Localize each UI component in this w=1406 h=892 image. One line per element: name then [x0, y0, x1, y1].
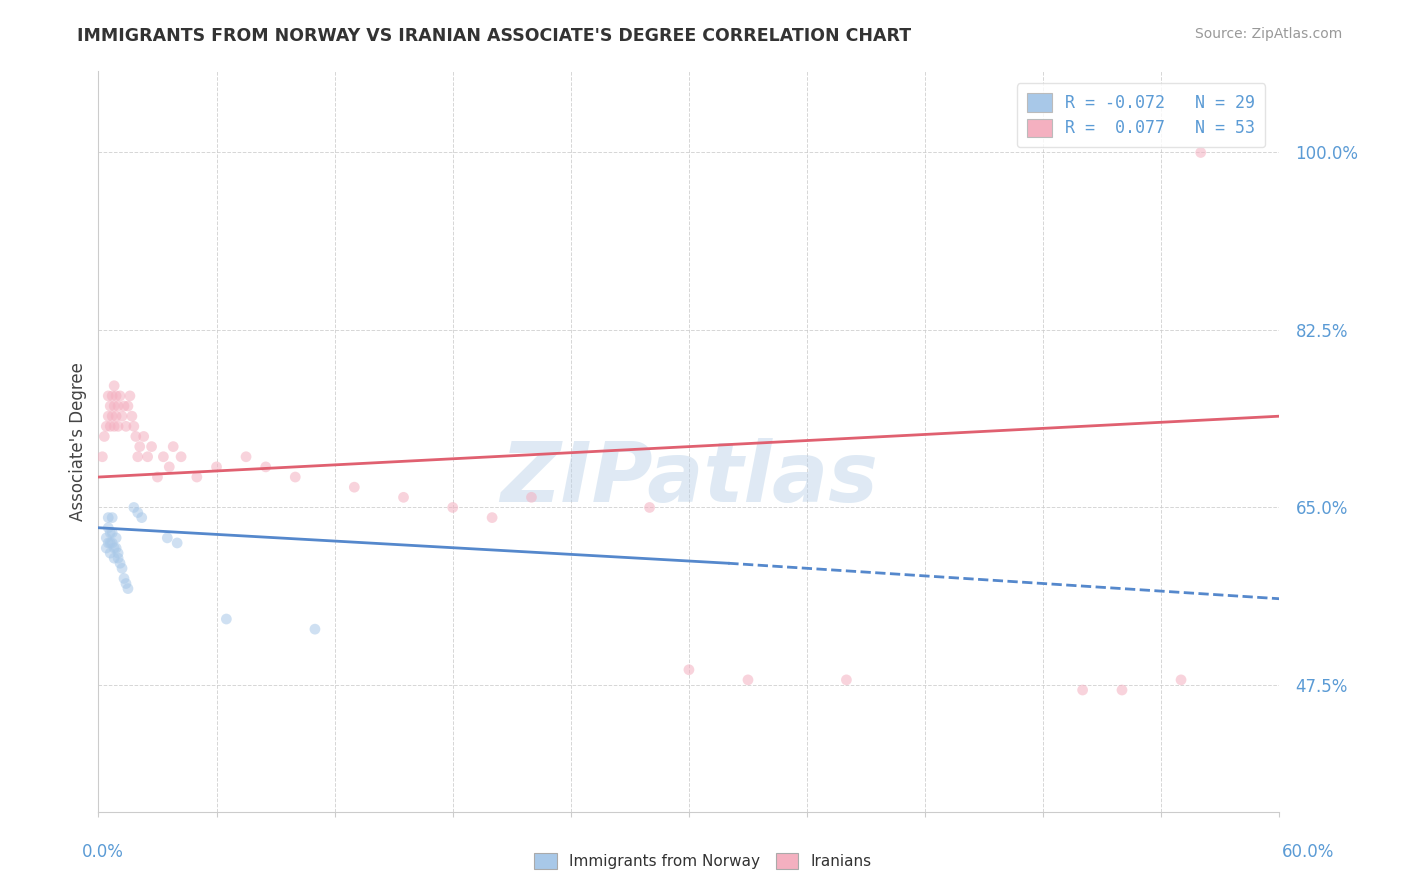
- Point: [105, 541, 128, 555]
- Point: [107, 551, 129, 566]
- Point: [1071, 683, 1094, 698]
- Y-axis label: Associate's Degree: Associate's Degree: [69, 362, 87, 521]
- Point: [136, 450, 159, 464]
- Point: [127, 450, 149, 464]
- Legend: Immigrants from Norway, Iranians: Immigrants from Norway, Iranians: [529, 847, 877, 875]
- Point: [157, 459, 180, 474]
- Point: [520, 491, 543, 505]
- Point: [93, 429, 115, 443]
- Point: [105, 531, 128, 545]
- Point: [103, 419, 125, 434]
- Point: [737, 673, 759, 687]
- Point: [186, 470, 208, 484]
- Point: [101, 525, 124, 540]
- Point: [115, 419, 138, 434]
- Point: [96, 419, 118, 434]
- Point: [96, 531, 118, 545]
- Point: [481, 510, 503, 524]
- Point: [205, 459, 228, 474]
- Point: [1189, 145, 1212, 160]
- Point: [101, 389, 124, 403]
- Point: [131, 510, 153, 524]
- Point: [98, 536, 121, 550]
- Point: [638, 500, 661, 515]
- Point: [835, 673, 858, 687]
- Point: [108, 389, 131, 403]
- Point: [97, 536, 120, 550]
- Point: [166, 536, 188, 550]
- Point: [107, 399, 129, 413]
- Point: [111, 409, 134, 424]
- Point: [108, 556, 131, 570]
- Point: [103, 399, 125, 413]
- Point: [284, 470, 307, 484]
- Point: [127, 506, 149, 520]
- Point: [132, 429, 155, 443]
- Point: [96, 541, 118, 555]
- Point: [107, 419, 129, 434]
- Point: [117, 399, 139, 413]
- Point: [103, 378, 125, 392]
- Point: [112, 571, 135, 585]
- Point: [111, 561, 134, 575]
- Point: [254, 459, 277, 474]
- Point: [121, 409, 143, 424]
- Text: IMMIGRANTS FROM NORWAY VS IRANIAN ASSOCIATE'S DEGREE CORRELATION CHART: IMMIGRANTS FROM NORWAY VS IRANIAN ASSOCI…: [77, 27, 911, 45]
- Point: [91, 450, 114, 464]
- Point: [125, 429, 148, 443]
- Point: [103, 551, 125, 566]
- Point: [122, 500, 145, 515]
- Point: [98, 419, 121, 434]
- Point: [107, 546, 129, 560]
- Point: [105, 409, 128, 424]
- Point: [152, 450, 174, 464]
- Point: [98, 399, 121, 413]
- Text: 60.0%: 60.0%: [1281, 843, 1334, 861]
- Point: [146, 470, 169, 484]
- Point: [97, 409, 120, 424]
- Point: [678, 663, 700, 677]
- Point: [235, 450, 257, 464]
- Point: [112, 399, 135, 413]
- Point: [304, 622, 326, 636]
- Point: [101, 510, 124, 524]
- Point: [122, 419, 145, 434]
- Point: [97, 389, 120, 403]
- Text: Source: ZipAtlas.com: Source: ZipAtlas.com: [1195, 27, 1343, 41]
- Point: [98, 525, 121, 540]
- Point: [101, 536, 124, 550]
- Point: [117, 582, 139, 596]
- Point: [98, 546, 121, 560]
- Point: [441, 500, 464, 515]
- Point: [105, 389, 128, 403]
- Point: [141, 440, 163, 454]
- Point: [215, 612, 238, 626]
- Point: [101, 409, 124, 424]
- Point: [343, 480, 366, 494]
- Point: [392, 491, 415, 505]
- Point: [103, 541, 125, 555]
- Text: 0.0%: 0.0%: [82, 843, 124, 861]
- Point: [1111, 683, 1133, 698]
- Point: [170, 450, 193, 464]
- Point: [162, 440, 184, 454]
- Point: [1170, 673, 1192, 687]
- Point: [118, 389, 141, 403]
- Point: [97, 510, 120, 524]
- Point: [128, 440, 150, 454]
- Point: [115, 576, 138, 591]
- Legend: R = -0.072   N = 29, R =  0.077   N = 53: R = -0.072 N = 29, R = 0.077 N = 53: [1017, 83, 1265, 147]
- Text: ZIPatlas: ZIPatlas: [501, 438, 877, 519]
- Point: [156, 531, 179, 545]
- Point: [97, 521, 120, 535]
